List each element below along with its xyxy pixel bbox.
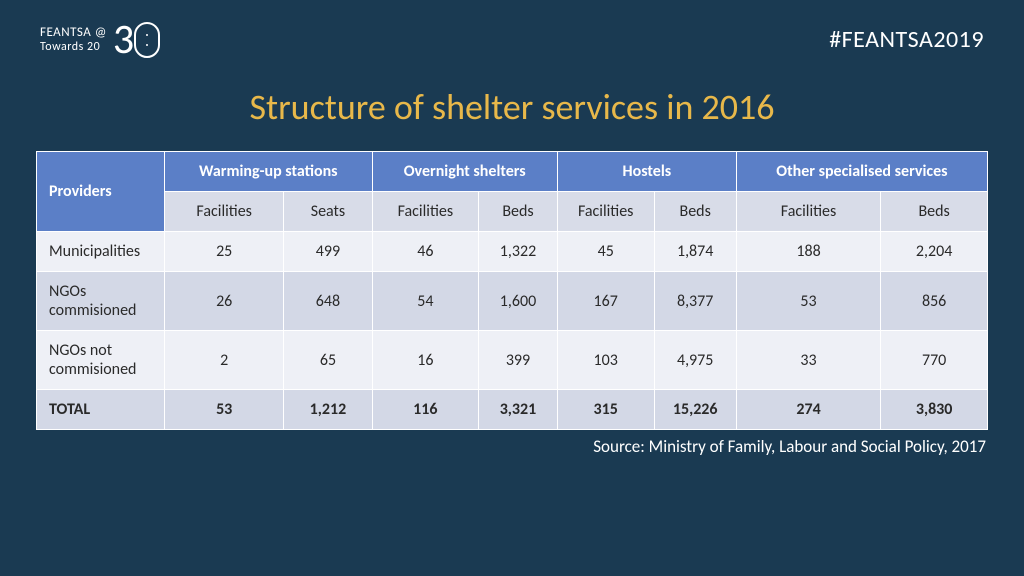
sub-header: Beds xyxy=(654,192,736,232)
total-cell: 1,212 xyxy=(284,390,372,430)
shelter-table: Providers Warming-up stations Overnight … xyxy=(36,151,988,430)
sub-header: Beds xyxy=(479,192,558,232)
total-cell: 53 xyxy=(165,390,284,430)
row-label: NGOs not commisioned xyxy=(37,331,165,390)
digit-0-icon xyxy=(134,22,160,58)
row-label: Municipalities xyxy=(37,232,165,272)
logo-30-icon: 3 xyxy=(113,14,160,65)
total-row: TOTAL 53 1,212 116 3,321 315 15,226 274 … xyxy=(37,390,988,430)
slide-header: FEANTSA @ Towards 20 3 #FEANTSA2019 xyxy=(0,0,1024,65)
total-label: TOTAL xyxy=(37,390,165,430)
total-cell: 315 xyxy=(557,390,654,430)
cell: 770 xyxy=(881,331,988,390)
total-cell: 3,830 xyxy=(881,390,988,430)
total-cell: 3,321 xyxy=(479,390,558,430)
source-note: Source: Ministry of Family, Labour and S… xyxy=(0,430,1024,457)
group-header: Warming-up stations xyxy=(165,152,373,192)
sub-header: Facilities xyxy=(372,192,479,232)
cell: 167 xyxy=(557,272,654,331)
cell: 25 xyxy=(165,232,284,272)
cell: 2 xyxy=(165,331,284,390)
cell: 188 xyxy=(736,232,880,272)
cell: 45 xyxy=(557,232,654,272)
logo-text: FEANTSA @ Towards 20 xyxy=(40,25,107,55)
cell: 1,322 xyxy=(479,232,558,272)
feantsa-logo: FEANTSA @ Towards 20 3 xyxy=(40,14,160,65)
group-header: Other specialised services xyxy=(736,152,987,192)
sub-header: Seats xyxy=(284,192,372,232)
hashtag: #FEANTSA2019 xyxy=(829,25,984,54)
cell: 16 xyxy=(372,331,479,390)
cell: 46 xyxy=(372,232,479,272)
sub-header: Facilities xyxy=(165,192,284,232)
cell: 856 xyxy=(881,272,988,331)
group-header: Overnight shelters xyxy=(372,152,557,192)
logo-line2: Towards 20 xyxy=(40,40,107,54)
slide-title: Structure of shelter services in 2016 xyxy=(0,85,1024,129)
sub-header: Facilities xyxy=(736,192,880,232)
row-label: NGOs commisioned xyxy=(37,272,165,331)
cell: 4,975 xyxy=(654,331,736,390)
sub-header: Facilities xyxy=(557,192,654,232)
providers-header: Providers xyxy=(37,152,165,232)
total-cell: 274 xyxy=(736,390,880,430)
total-cell: 116 xyxy=(372,390,479,430)
table-container: Providers Warming-up stations Overnight … xyxy=(0,151,1024,430)
cell: 2,204 xyxy=(881,232,988,272)
cell: 399 xyxy=(479,331,558,390)
table-row: Municipalities 25 499 46 1,322 45 1,874 … xyxy=(37,232,988,272)
header-row-1: Providers Warming-up stations Overnight … xyxy=(37,152,988,192)
cell: 8,377 xyxy=(654,272,736,331)
sub-header: Beds xyxy=(881,192,988,232)
cell: 65 xyxy=(284,331,372,390)
cell: 53 xyxy=(736,272,880,331)
cell: 1,874 xyxy=(654,232,736,272)
cell: 103 xyxy=(557,331,654,390)
cell: 54 xyxy=(372,272,479,331)
digit-3: 3 xyxy=(113,14,132,65)
logo-line1: FEANTSA @ xyxy=(40,25,107,41)
table-row: NGOs not commisioned 2 65 16 399 103 4,9… xyxy=(37,331,988,390)
cell: 33 xyxy=(736,331,880,390)
cell: 648 xyxy=(284,272,372,331)
cell: 26 xyxy=(165,272,284,331)
group-header: Hostels xyxy=(557,152,736,192)
table-row: NGOs commisioned 26 648 54 1,600 167 8,3… xyxy=(37,272,988,331)
cell: 1,600 xyxy=(479,272,558,331)
total-cell: 15,226 xyxy=(654,390,736,430)
header-row-2: Facilities Seats Facilities Beds Facilit… xyxy=(37,192,988,232)
cell: 499 xyxy=(284,232,372,272)
